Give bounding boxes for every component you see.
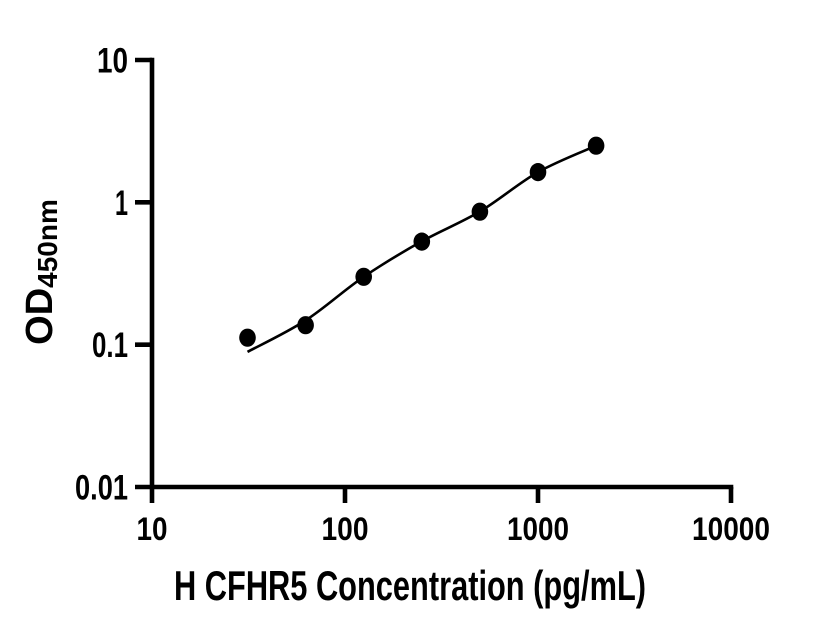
- x-tick-label: 10: [137, 511, 168, 547]
- y-tick-label: 1: [115, 184, 128, 223]
- y-tick-label: 0.01: [75, 469, 128, 508]
- x-axis-title: H CFHR5 Concentration (pg/mL): [174, 562, 646, 609]
- y-tick-label: 0.1: [92, 326, 128, 365]
- x-tick-label: 10000: [692, 511, 770, 547]
- x-tick-label: 1000: [507, 511, 569, 547]
- data-point: [297, 316, 314, 335]
- data-point: [355, 267, 373, 286]
- data-point: [413, 232, 431, 251]
- x-tick-label: 100: [322, 511, 369, 547]
- data-point: [471, 202, 489, 221]
- data-point: [239, 328, 256, 347]
- data-point: [587, 136, 605, 155]
- data-point: [529, 163, 547, 182]
- y-tick-label: 10: [97, 42, 128, 81]
- y-axis-title: OD450nm: [19, 199, 63, 345]
